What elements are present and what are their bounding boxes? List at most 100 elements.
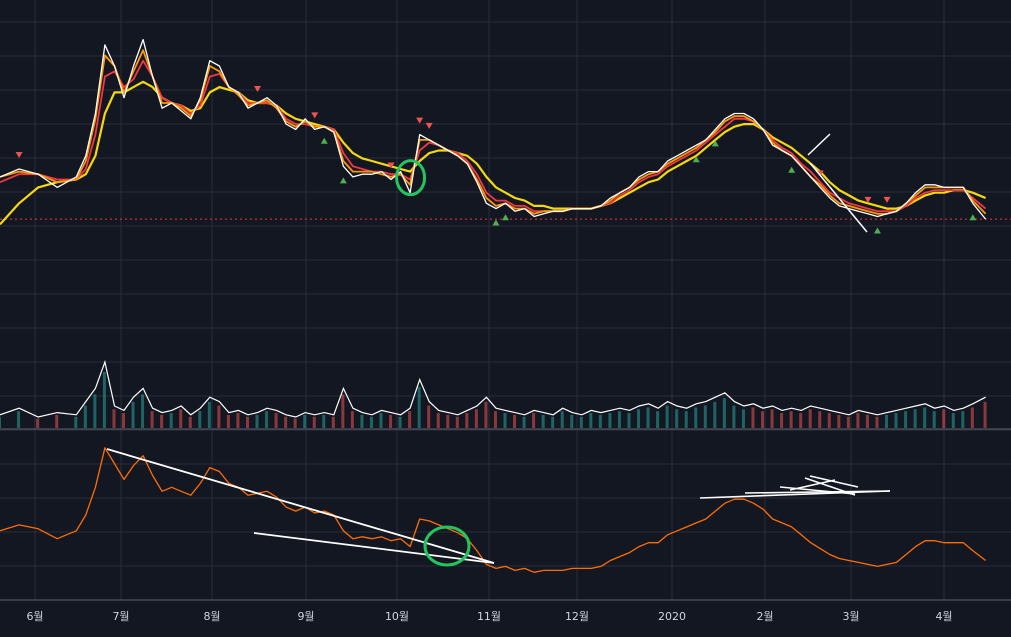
trendline bbox=[744, 490, 891, 494]
x-tick-label: 3월 bbox=[842, 610, 859, 623]
volume-bar bbox=[427, 405, 431, 428]
x-tick-label: 10월 bbox=[385, 610, 409, 623]
trendline bbox=[253, 532, 495, 564]
volume-bar bbox=[904, 411, 908, 428]
volume-bar bbox=[83, 405, 87, 428]
volume-bar bbox=[436, 413, 440, 428]
volume-bar bbox=[398, 416, 402, 428]
volume-bar bbox=[656, 411, 660, 428]
volume-bar bbox=[188, 416, 192, 428]
volume-bar bbox=[503, 413, 507, 428]
volume-bar bbox=[350, 411, 354, 428]
volume-bar bbox=[265, 411, 269, 428]
volume-bar bbox=[121, 413, 125, 428]
volume-bar bbox=[741, 409, 745, 428]
volume-bar bbox=[513, 414, 517, 428]
volume-bar bbox=[207, 401, 211, 428]
volume-bar bbox=[217, 405, 221, 428]
volume-bar bbox=[93, 394, 97, 428]
annotations bbox=[106, 133, 891, 567]
buy-signal-marker bbox=[320, 137, 328, 144]
volume-bar bbox=[522, 416, 526, 428]
volume-bar bbox=[732, 405, 736, 428]
indicator-panel bbox=[0, 447, 986, 573]
trendline bbox=[106, 448, 495, 564]
x-tick-label: 9월 bbox=[297, 610, 314, 623]
volume-bar bbox=[465, 413, 469, 428]
x-tick-label: 2020 bbox=[658, 610, 686, 623]
trendline bbox=[807, 133, 831, 156]
x-tick-label: 4월 bbox=[935, 610, 952, 623]
volume-bar bbox=[818, 411, 822, 428]
price-panel bbox=[0, 38, 1011, 234]
volume-bar bbox=[408, 411, 412, 428]
volume-bar bbox=[961, 411, 965, 428]
buy-signal-marker bbox=[339, 177, 347, 184]
volume-bar bbox=[780, 413, 784, 428]
volume-bar bbox=[598, 414, 602, 428]
volume-bar bbox=[865, 414, 869, 428]
volume-bar bbox=[455, 416, 459, 428]
volume-bar bbox=[331, 416, 335, 428]
volume-bar bbox=[160, 414, 164, 428]
x-tick-label: 11월 bbox=[477, 610, 501, 623]
volume-bar bbox=[341, 394, 345, 428]
series-price-line bbox=[0, 38, 987, 220]
sell-signal-marker bbox=[387, 162, 395, 169]
volume-bar bbox=[675, 409, 679, 428]
volume-bar bbox=[74, 416, 78, 428]
buy-signal-marker bbox=[711, 140, 719, 147]
sell-signal-marker bbox=[816, 170, 824, 177]
volume-bar bbox=[837, 414, 841, 428]
sell-signal-marker bbox=[15, 151, 23, 158]
x-tick-label: 12월 bbox=[565, 610, 589, 623]
volume-bar bbox=[923, 407, 927, 428]
volume-bar bbox=[761, 411, 765, 428]
volume-bar bbox=[417, 386, 421, 428]
volume-bar bbox=[713, 401, 717, 428]
grid-lines bbox=[0, 0, 1011, 601]
sell-signal-marker bbox=[883, 196, 891, 203]
volume-bar bbox=[274, 413, 278, 428]
volume-bar bbox=[789, 411, 793, 428]
volume-bar bbox=[360, 414, 364, 428]
volume-bar bbox=[493, 411, 497, 428]
volume-bar bbox=[694, 407, 698, 428]
volume-bar bbox=[799, 413, 803, 428]
sell-signal-marker bbox=[416, 117, 424, 124]
volume-bar bbox=[446, 414, 450, 428]
sell-signal-marker bbox=[254, 85, 262, 92]
volume-bar bbox=[846, 416, 850, 428]
volume-bar bbox=[608, 413, 612, 428]
volume-bar bbox=[150, 411, 154, 428]
volume-bar bbox=[169, 413, 173, 428]
volume-bar bbox=[856, 413, 860, 428]
x-tick-label: 6월 bbox=[26, 610, 43, 623]
buy-signal-marker bbox=[492, 219, 500, 226]
trendline bbox=[789, 479, 836, 491]
sell-signal-marker bbox=[311, 112, 319, 119]
sell-signal-marker bbox=[864, 196, 872, 203]
volume-bar bbox=[179, 409, 183, 428]
buy-signal-marker bbox=[502, 214, 509, 221]
series-volume-line bbox=[0, 359, 986, 418]
volume-bar bbox=[312, 416, 316, 428]
highlight-circle-price bbox=[395, 159, 427, 197]
volume-bar bbox=[627, 413, 631, 428]
volume-bar bbox=[303, 414, 307, 428]
volume-bar bbox=[0, 416, 1, 428]
volume-bar bbox=[198, 411, 202, 428]
volume-bar bbox=[532, 413, 536, 428]
volume-bar bbox=[894, 413, 898, 428]
volume-bar bbox=[322, 414, 326, 428]
volume-bar bbox=[983, 401, 987, 428]
volume-bar bbox=[617, 411, 621, 428]
volume-bar bbox=[589, 413, 593, 428]
highlight-circle-indicator bbox=[423, 525, 471, 567]
volume-bar bbox=[579, 416, 583, 428]
trendline bbox=[809, 475, 859, 488]
buy-signal-marker bbox=[692, 156, 700, 163]
volume-bar bbox=[913, 409, 917, 428]
